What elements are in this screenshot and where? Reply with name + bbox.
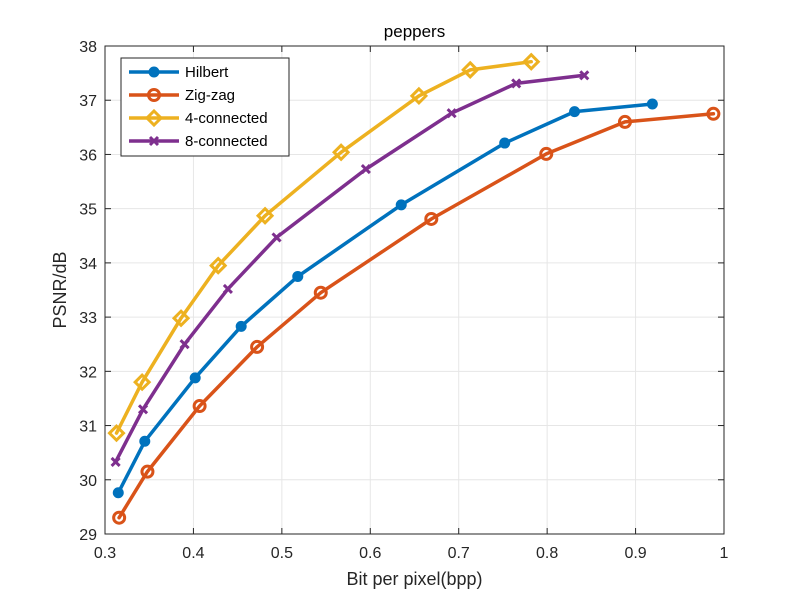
data-point-zig-zag	[706, 106, 721, 121]
data-point-hilbert	[189, 372, 201, 384]
plot-frame	[104, 45, 725, 535]
axis-ticks: 0.3 0.4 0.5 0.6 0.7 0.8 0.9 1 29 30 31 32 33 34 35 36 37…	[79, 39, 728, 562]
legend-item-4-connected: 4-connected	[129, 108, 268, 128]
x-tick-label: 0.5	[271, 545, 293, 562]
data-point-4-connected	[171, 309, 191, 328]
legend-label-zig-zag: Zig-zag	[185, 87, 235, 104]
data-point-zig-zag	[250, 339, 265, 354]
x-axis-title: Bit per pixel(bpp)	[346, 569, 482, 589]
data-point-zig-zag	[112, 510, 127, 525]
data-point-8-connected	[360, 164, 371, 175]
legend-label-8-connected: 8-connected	[185, 133, 268, 150]
x-tick-label: 0.6	[359, 545, 381, 562]
marker-stroke	[137, 404, 149, 415]
data-point-8-connected	[271, 232, 282, 243]
marker-stroke	[179, 339, 190, 350]
data-point-zig-zag	[140, 464, 155, 479]
y-axis-title: PSNR/dB	[50, 251, 70, 328]
data-point-4-connected	[133, 373, 152, 392]
data-point-hilbert	[499, 137, 511, 149]
data-point-zig-zag	[539, 146, 554, 161]
x-tick-label: 0.3	[94, 545, 116, 562]
legend-label-hilbert: Hilbert	[185, 64, 229, 81]
legend-label-4-connected: 4-connected	[185, 110, 268, 127]
legend-item-8-connected: 8-connected	[129, 133, 268, 150]
y-tick-label: 31	[79, 419, 97, 436]
data-point-4-connected	[461, 60, 480, 79]
data-point-8-connected	[446, 108, 457, 119]
x-tick-label: 0.7	[448, 545, 470, 562]
series-8-connected	[110, 70, 590, 467]
marker-stroke	[271, 232, 282, 243]
series-4-connected	[107, 52, 541, 443]
data-point-hilbert	[395, 199, 407, 211]
marker-stroke	[446, 108, 457, 119]
y-tick-label: 37	[79, 93, 97, 110]
y-tick-label: 35	[79, 202, 97, 219]
x-tick-label: 0.4	[182, 545, 204, 562]
data-point-hilbert	[569, 106, 581, 118]
data-point-4-connected	[255, 206, 275, 225]
data-point-4-connected	[331, 143, 351, 162]
marker-stroke	[360, 164, 371, 175]
series-line-4-connected	[114, 59, 533, 435]
data-point-zig-zag	[192, 399, 207, 414]
legend-item-hilbert: Hilbert	[129, 64, 229, 81]
marker-stroke	[110, 456, 121, 467]
x-tick-label: 1	[720, 545, 729, 562]
y-tick-label: 33	[79, 310, 97, 327]
series-hilbert	[112, 98, 658, 499]
y-tick-label: 38	[79, 39, 97, 56]
data-point-4-connected	[409, 86, 429, 106]
marker-stroke	[222, 283, 233, 294]
data-point-zig-zag	[424, 211, 439, 226]
y-tick-label: 29	[79, 527, 97, 544]
data-point-8-connected	[511, 78, 522, 89]
chart-title: peppers	[384, 22, 445, 41]
legend: Hilbert Zig-zag 4-connected 8-connected	[120, 57, 290, 157]
data-point-8-connected	[110, 456, 121, 467]
x-tick-label: 0.9	[624, 545, 646, 562]
legend-item-zig-zag: Zig-zag	[129, 87, 235, 104]
data-point-8-connected	[579, 70, 590, 81]
legend-marker-zig-zag	[147, 88, 161, 102]
series-zig-zag	[112, 106, 721, 525]
y-tick-label: 30	[79, 473, 97, 490]
series-group	[107, 52, 721, 525]
data-point-hilbert	[112, 487, 124, 499]
series-line-zig-zag	[117, 112, 716, 520]
data-point-4-connected	[107, 424, 126, 443]
data-point-hilbert	[646, 98, 658, 110]
x-tick-label: 0.8	[536, 545, 558, 562]
y-tick-label: 36	[79, 147, 97, 164]
data-point-hilbert	[139, 435, 151, 447]
data-point-8-connected	[137, 404, 149, 415]
data-point-hilbert	[235, 320, 247, 332]
data-point-zig-zag	[313, 285, 328, 300]
y-tick-label: 34	[79, 256, 97, 273]
legend-marker-8-connected	[148, 135, 160, 147]
legend-marker-4-connected	[144, 108, 164, 128]
data-point-8-connected	[222, 283, 233, 294]
data-point-8-connected	[179, 339, 190, 350]
data-point-zig-zag	[617, 114, 632, 129]
data-point-hilbert	[292, 270, 304, 282]
marker-stroke	[148, 135, 160, 147]
y-tick-label: 32	[79, 364, 97, 381]
data-point-4-connected	[522, 52, 541, 71]
marker-stroke	[511, 78, 522, 89]
marker-stroke	[579, 70, 590, 81]
data-point-4-connected	[209, 256, 228, 275]
legend-marker-hilbert	[148, 66, 160, 78]
